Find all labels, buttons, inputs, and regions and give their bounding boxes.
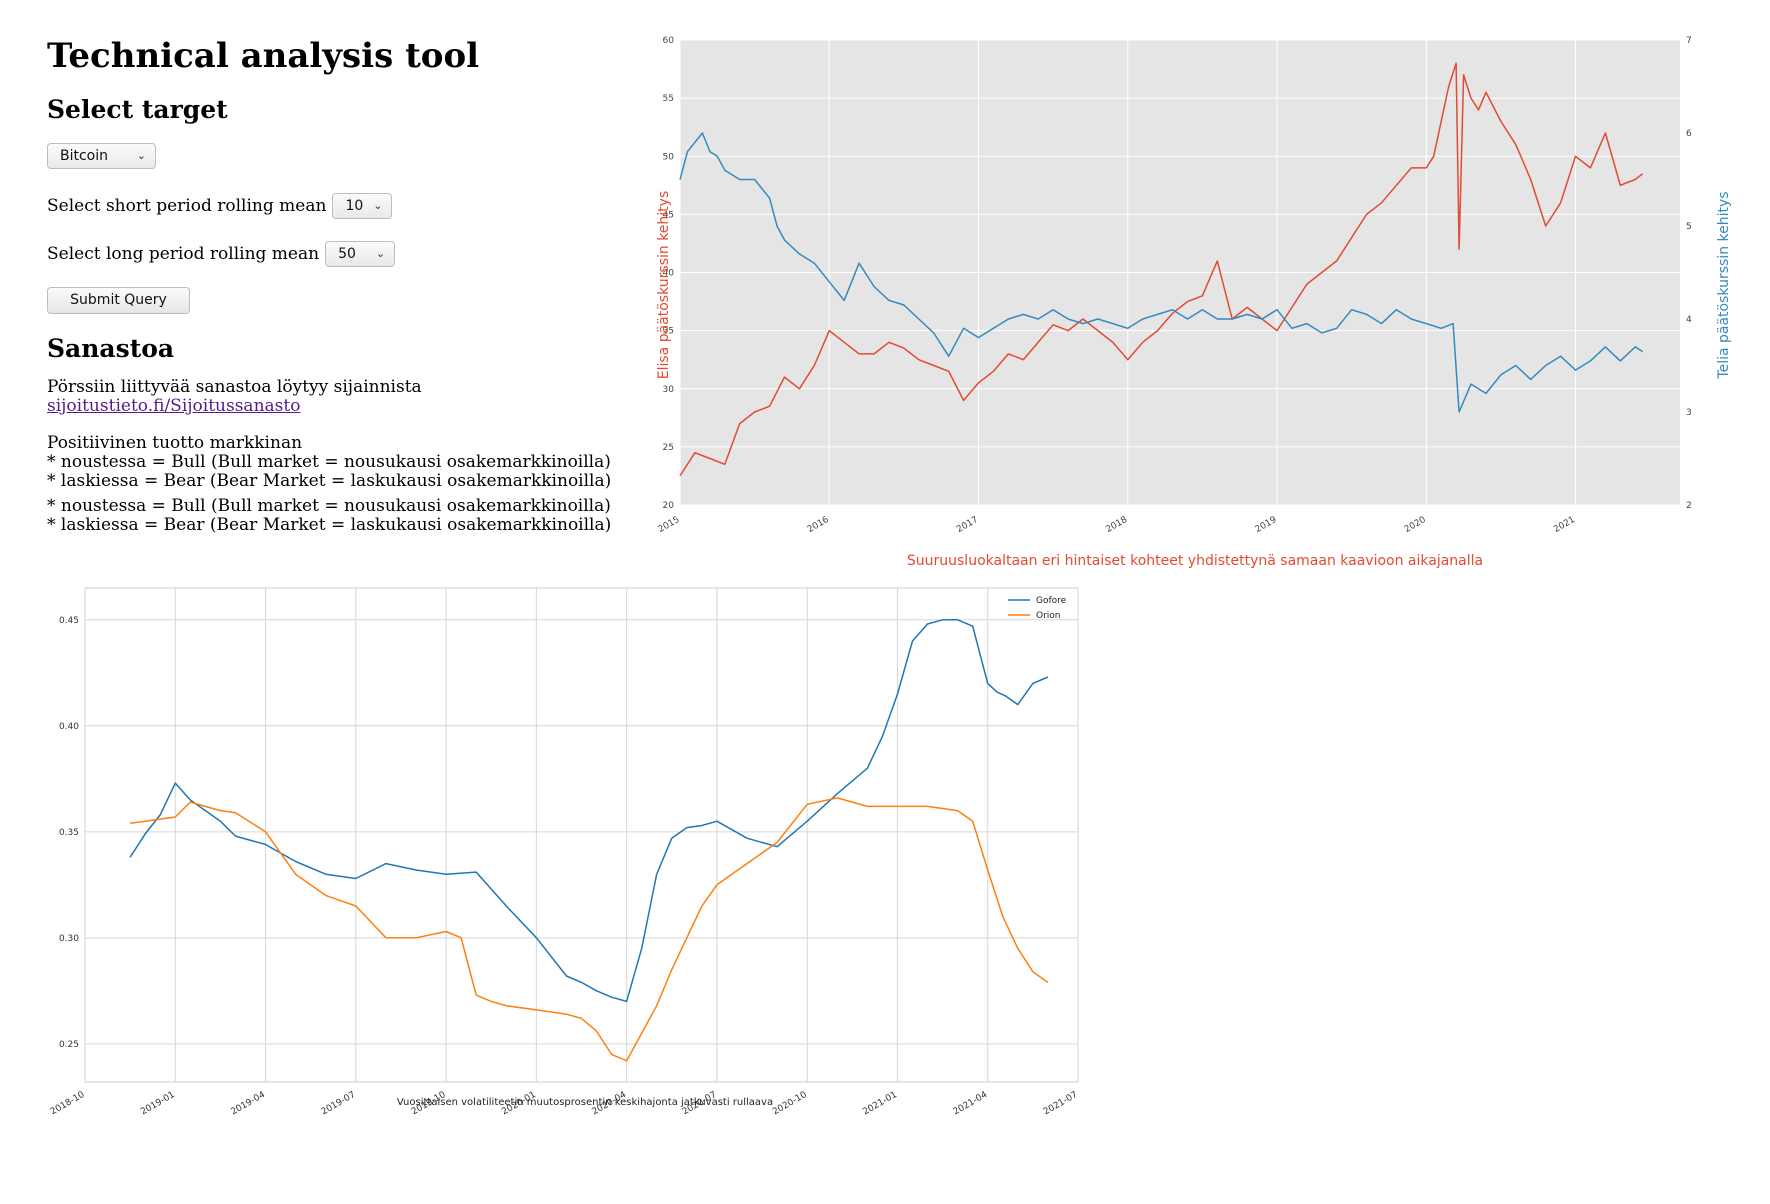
chart2-y-tick: 0.45	[59, 616, 79, 626]
chart1-y-tick-left: 20	[663, 501, 675, 511]
chart1-x-tick: 2015	[657, 515, 682, 535]
elisa-series-line	[679, 62, 1644, 477]
glossary-link[interactable]: sijoitustieto.fi/Sijoitussanasto	[47, 395, 301, 416]
long-mean-row: Select long period rolling mean 50 ⌄	[47, 239, 667, 269]
chart1-y-tick-left: 45	[663, 210, 674, 220]
chart1-y-tick-right: 2	[1686, 501, 1692, 511]
submit-query-button[interactable]: Submit Query	[47, 286, 190, 314]
legend-label: Orion	[1036, 611, 1061, 621]
telia-series-line	[679, 132, 1644, 413]
chart1-x-tick: 2019	[1254, 515, 1279, 535]
chart1-x-tick: 2021	[1552, 515, 1577, 535]
chart2-x-tick: 2019-01	[139, 1090, 177, 1117]
chart1-y-tick-left: 40	[663, 269, 675, 279]
chart1-y-label-left: Elisa päätöskurssin kehitys	[656, 191, 672, 380]
chevron-down-icon: ⌄	[375, 247, 386, 261]
target-select-value: Bitcoin	[60, 147, 109, 164]
chart2-plot-area	[84, 587, 1079, 1083]
legend-label: Gofore	[1036, 596, 1067, 606]
info-line: * laskiessa = Bear (Bear Market = laskuk…	[47, 514, 612, 535]
short-mean-row: Select short period rolling mean 10 ⌄	[47, 191, 667, 221]
chevron-down-icon: ⌄	[136, 149, 146, 163]
short-mean-value: 10	[345, 197, 364, 214]
chart2-x-tick: 2019-07	[320, 1090, 358, 1117]
chart1-x-tick: 2020	[1403, 515, 1428, 535]
info-line: * laskiessa = Bear (Bear Market = laskuk…	[47, 470, 612, 491]
select-target-heading: Select target	[47, 94, 228, 124]
chart2-y-tick: 0.30	[59, 934, 79, 944]
target-select[interactable]: Bitcoin ⌄	[47, 142, 156, 169]
chart1-y-tick-left: 35	[663, 327, 674, 337]
chart2-y-tick: 0.25	[59, 1040, 79, 1050]
chart2-x-tick: 2020-10	[771, 1090, 809, 1118]
short-mean-select[interactable]: 10 ⌄	[332, 192, 393, 219]
chart1-y-tick-left: 60	[663, 36, 675, 46]
page-title: Technical analysis tool	[47, 36, 480, 76]
chart1-y-tick-left: 25	[663, 443, 674, 453]
chart2-x-tick: 2021-04	[952, 1090, 990, 1118]
chart1-y-tick-left: 50	[663, 152, 675, 162]
gofore-series-line	[129, 619, 1049, 1003]
chart1-y-tick-right: 5	[1686, 222, 1692, 232]
glossary-text: Pörssiin liittyvää sanastoa löytyy sijai…	[47, 376, 422, 397]
info-line: Positiivinen tuotto markkinan	[47, 432, 303, 453]
chart1-x-tick: 2017	[955, 515, 980, 535]
controls-panel: Technical analysis tool Select target Bi…	[47, 36, 667, 535]
info-line: * noustessa = Bull (Bull market = nousuk…	[47, 451, 611, 472]
glossary-paragraph: Pörssiin liittyvää sanastoa löytyy sijai…	[47, 376, 667, 416]
chart2-x-tick: 2021-01	[861, 1090, 899, 1117]
long-mean-label: Select long period rolling mean	[47, 243, 320, 264]
chart1-x-tick: 2018	[1104, 515, 1129, 535]
long-mean-select[interactable]: 50 ⌄	[325, 240, 396, 267]
chevron-down-icon: ⌄	[373, 199, 383, 213]
chart2-y-tick: 0.35	[59, 828, 79, 838]
short-mean-label: Select short period rolling mean	[47, 195, 327, 216]
chart1-y-tick-right: 3	[1686, 408, 1692, 418]
chart1-y-tick-left: 55	[663, 94, 674, 104]
chart1-y-label-right: Telia päätöskurssin kehitys	[1716, 191, 1732, 379]
sanastoa-heading: Sanastoa	[47, 333, 175, 363]
chart1-y-tick-left: 30	[663, 385, 675, 395]
chart1-x-tick: 2016	[806, 515, 831, 535]
chart2-y-tick: 0.40	[59, 722, 79, 732]
orion-series-line	[129, 797, 1049, 1062]
info-block-2: * noustessa = Bull (Bull market = nousuk…	[47, 495, 667, 535]
chart1-x-label: Suuruusluokaltaan eri hintaiset kohteet …	[907, 553, 1483, 569]
long-mean-value: 50	[338, 245, 356, 262]
chart2-x-label: Vuosittaisen volatiliteetin muutosprosen…	[397, 1097, 773, 1108]
info-block-1: Positiivinen tuotto markkinan * noustess…	[47, 432, 667, 491]
volatility-chart: 0.25 0.30 0.35 0.40 0.45 2018-10 2019-01 2019-0…	[49, 587, 1080, 1118]
chart1-y-tick-right: 4	[1686, 315, 1692, 325]
chart1-y-tick-right: 6	[1686, 129, 1692, 139]
info-line: * noustessa = Bull (Bull market = nousuk…	[47, 495, 611, 516]
chart1-y-tick-right: 7	[1686, 36, 1692, 46]
chart2-x-tick: 2018-10	[49, 1090, 87, 1118]
chart2-x-tick: 2021-07	[1042, 1090, 1080, 1117]
chart2-x-tick: 2019-04	[229, 1090, 267, 1118]
